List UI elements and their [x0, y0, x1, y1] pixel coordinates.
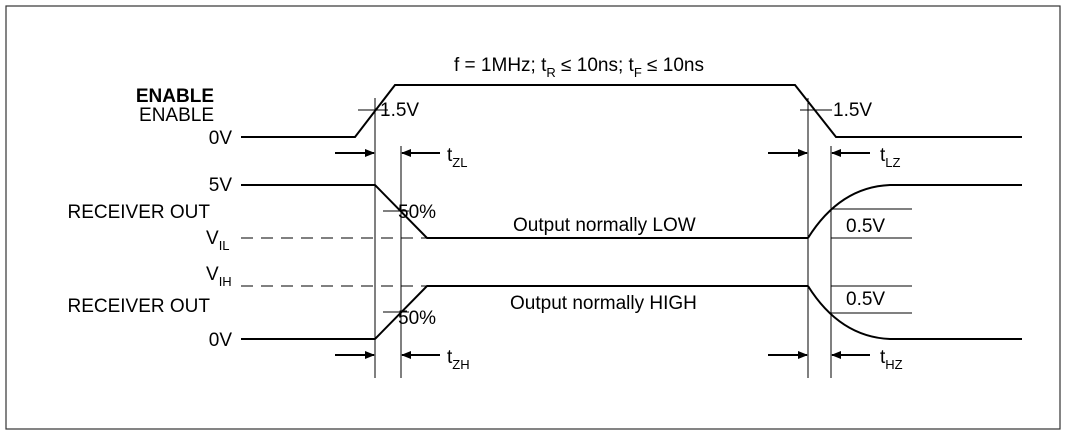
- enable-threshold-left: 1.5V: [380, 100, 419, 121]
- enable-label-bold: ENABLE: [136, 86, 214, 107]
- receiver-low-5v-label: 5V: [209, 175, 233, 196]
- receiver-low-recovery-curve: [807, 184, 1022, 239]
- vih-label: VIH: [206, 264, 232, 289]
- receiver-low-label: RECEIVER OUT: [67, 202, 210, 223]
- output-normally-low: Output normally LOW: [513, 215, 696, 236]
- receiver-low-delta-label: 0.5V: [846, 216, 885, 237]
- enable-waveform: [241, 84, 1022, 138]
- receiver-high-0v-label: 0V: [209, 330, 233, 351]
- tzl-label: tZL: [447, 145, 467, 170]
- diagram-border: [5, 5, 1061, 430]
- thz-label: tHZ: [880, 347, 903, 372]
- output-normally-high: Output normally HIGH: [510, 293, 697, 314]
- receiver-high-label: RECEIVER OUT: [67, 296, 210, 317]
- frequency-spec: f = 1MHz; tR ≤ 10ns; tF ≤ 10ns: [454, 55, 704, 80]
- receiver-low-50-label: 50%: [398, 202, 436, 223]
- enable-label: ENABLE: [139, 105, 214, 126]
- tzh-label: tZH: [447, 347, 470, 372]
- enable-zero-label: 0V: [209, 128, 233, 149]
- vil-label: VIL: [206, 228, 230, 253]
- receiver-high-recovery-curve: [807, 285, 1022, 340]
- receiver-high-50-label: 50%: [398, 308, 436, 329]
- enable-threshold-right: 1.5V: [833, 100, 872, 121]
- tlz-label: tLZ: [880, 145, 901, 170]
- receiver-high-delta-label: 0.5V: [846, 289, 885, 310]
